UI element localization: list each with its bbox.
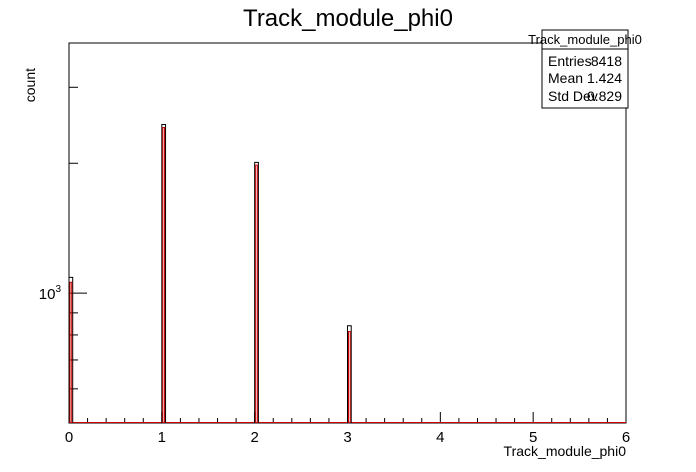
stats-box-frame [541, 29, 629, 109]
x-tick-label: 4 [436, 429, 444, 446]
chart-title: Track_module_phi0 [243, 5, 453, 32]
stats-box-title: Track_module_phi0 [528, 32, 642, 47]
x-axis-label: Track_module_phi0 [504, 443, 627, 459]
stats-stddev-label: Std Dev [548, 88, 598, 104]
stats-stddev-value: 0.829 [587, 88, 622, 104]
black-bar [254, 161, 259, 423]
x-tick-label: 2 [250, 429, 258, 446]
black-bar [347, 325, 352, 423]
stats-mean-value: 1.424 [587, 70, 622, 86]
stats-entries-label: Entries [548, 53, 592, 69]
x-tick-label: 6 [622, 429, 630, 446]
y-axis-ticks: 103 [39, 86, 87, 424]
x-tick-label: 3 [343, 429, 351, 446]
red-bar [348, 330, 351, 423]
stats-mean-label: Mean [548, 70, 583, 86]
red-bar [69, 281, 73, 423]
red-bar [162, 127, 166, 423]
black-bar [161, 123, 167, 423]
histogram-bars [68, 123, 626, 423]
stats-box: Track_module_phi0 Entries 8418 Mean 1.42… [528, 29, 642, 109]
red-bar [255, 164, 258, 423]
stats-entries-value: 8418 [591, 53, 622, 69]
y-axis-label: count [22, 68, 38, 102]
y-tick-label: 103 [39, 284, 62, 303]
black-bar [68, 276, 74, 423]
x-tick-label: 1 [158, 429, 166, 446]
x-tick-label: 5 [529, 429, 537, 446]
x-tick-label: 0 [65, 429, 73, 446]
